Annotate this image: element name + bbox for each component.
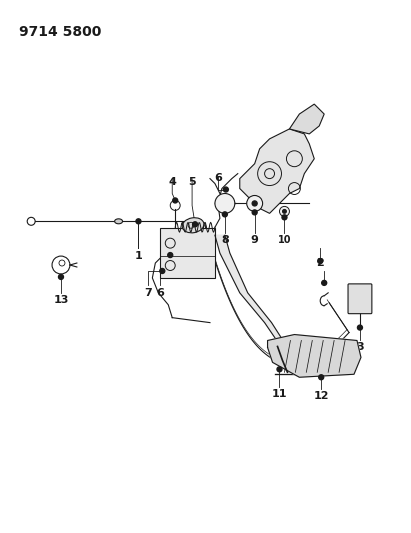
Polygon shape xyxy=(240,129,314,213)
Circle shape xyxy=(283,209,286,213)
Text: 8: 8 xyxy=(221,235,229,245)
FancyBboxPatch shape xyxy=(348,284,372,314)
Circle shape xyxy=(358,325,363,330)
Circle shape xyxy=(173,198,178,203)
Text: 12: 12 xyxy=(314,391,329,401)
Text: 6: 6 xyxy=(214,173,222,183)
Circle shape xyxy=(319,375,324,379)
Circle shape xyxy=(247,196,263,212)
Circle shape xyxy=(318,259,323,263)
Ellipse shape xyxy=(115,219,122,224)
Circle shape xyxy=(222,212,227,217)
Circle shape xyxy=(252,210,257,215)
Text: 13: 13 xyxy=(53,295,69,305)
Text: 11: 11 xyxy=(272,389,287,399)
Ellipse shape xyxy=(182,217,204,233)
Text: 3: 3 xyxy=(356,343,364,352)
Circle shape xyxy=(193,222,198,227)
Text: 6: 6 xyxy=(156,288,164,298)
Circle shape xyxy=(223,187,229,192)
FancyBboxPatch shape xyxy=(160,228,215,278)
Circle shape xyxy=(168,253,173,257)
Circle shape xyxy=(277,367,282,372)
Text: 4: 4 xyxy=(168,176,176,187)
Circle shape xyxy=(136,219,141,224)
Text: 7: 7 xyxy=(145,288,152,298)
Text: 1: 1 xyxy=(134,251,142,261)
Polygon shape xyxy=(215,235,289,358)
Circle shape xyxy=(282,215,287,220)
Text: 9: 9 xyxy=(251,235,259,245)
Circle shape xyxy=(279,206,289,216)
Text: 9714 5800: 9714 5800 xyxy=(19,25,102,39)
Circle shape xyxy=(252,201,257,206)
Text: 10: 10 xyxy=(278,235,291,245)
Circle shape xyxy=(160,269,165,273)
Circle shape xyxy=(215,193,235,213)
Circle shape xyxy=(58,274,63,279)
Circle shape xyxy=(322,280,327,285)
Polygon shape xyxy=(289,104,324,134)
Polygon shape xyxy=(268,335,361,377)
Text: 5: 5 xyxy=(188,176,196,187)
Text: 2: 2 xyxy=(316,258,324,268)
